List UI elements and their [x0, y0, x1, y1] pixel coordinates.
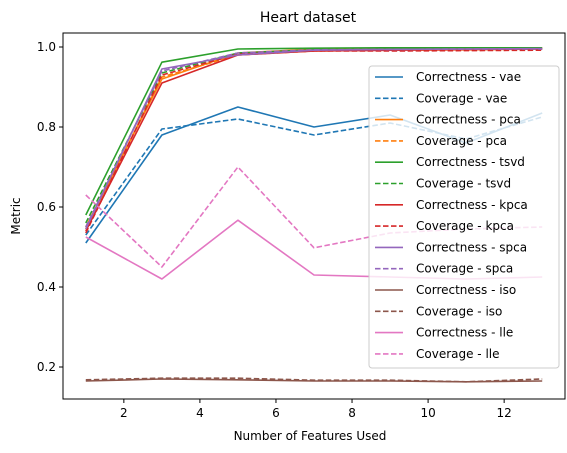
legend-label-2: Correctness - pca: [416, 113, 521, 127]
legend-label-4: Correctness - tsvd: [416, 155, 525, 169]
series-line-4: [85, 46, 543, 216]
x-axis-label: Number of Features Used: [234, 429, 387, 443]
series-line-8: [85, 47, 543, 230]
series-line-13: [85, 166, 543, 268]
legend-label-12: Correctness - lle: [416, 326, 513, 340]
series-line-11: [85, 377, 543, 383]
plot-frame: [62, 32, 566, 400]
x-tick-label-5: 12: [497, 406, 512, 420]
y-ticks: 0.2 0.4 0.6 0.8 1.0: [37, 40, 63, 374]
legend-label-7: Coverage - kpca: [416, 219, 514, 233]
legend-label-9: Coverage - spca: [416, 262, 513, 276]
y-tick-label-2: 0.6: [37, 200, 56, 214]
y-tick-label-1: 0.4: [37, 280, 56, 294]
legend-label-8: Correctness - spca: [416, 240, 527, 254]
legend-label-0: Correctness - vae: [416, 70, 521, 84]
legend-label-6: Correctness - kpca: [416, 198, 528, 212]
legend-label-1: Coverage - vae: [416, 91, 507, 105]
x-tick-label-0: 2: [120, 406, 128, 420]
legend-label-11: Coverage - iso: [416, 304, 502, 318]
legend-label-10: Correctness - iso: [416, 283, 516, 297]
y-tick-label-0: 0.2: [37, 360, 56, 374]
legend-label-5: Coverage - tsvd: [416, 177, 511, 191]
y-tick-label-3: 0.8: [37, 120, 56, 134]
x-tick-label-4: 10: [420, 406, 435, 420]
y-tick-label-4: 1.0: [37, 40, 56, 54]
x-tick-label-3: 8: [348, 406, 356, 420]
series-line-1: [85, 116, 543, 236]
chart-title: Heart dataset: [260, 10, 357, 26]
legend-entries: Correctness - vae Coverage - vae Correctne…: [375, 70, 528, 361]
legend-frame: [368, 65, 560, 369]
x-ticks: 2 4 6 8 10 12: [120, 399, 512, 420]
legend-label-13: Coverage - lle: [416, 347, 500, 361]
x-tick-label-1: 4: [196, 406, 204, 420]
legend-label-3: Coverage - pca: [416, 134, 507, 148]
legend: Correctness - vae Coverage - vae Correctne…: [368, 65, 560, 369]
y-axis-label: Metric: [9, 197, 23, 234]
x-tick-label-2: 6: [272, 406, 280, 420]
